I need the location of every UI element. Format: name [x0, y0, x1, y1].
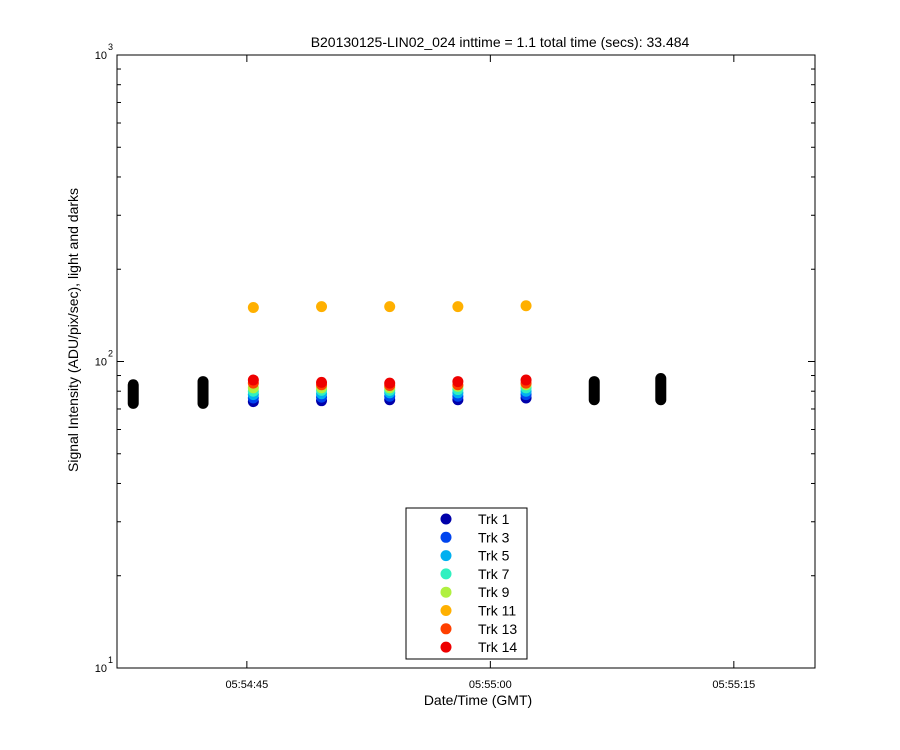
data-point: [520, 300, 532, 312]
legend-marker: [440, 586, 452, 598]
y-tick-exponent: 2: [108, 349, 113, 359]
axis-ticks: [117, 55, 815, 669]
x-tick-label: 05:55:15: [712, 679, 755, 691]
legend: Trk 1 Trk 3 Trk 5 Trk 7 Trk 9 Trk 11 Trk 13 Trk…: [405, 507, 528, 660]
y-tick-label: 10: [95, 357, 107, 369]
legend-marker: [440, 531, 452, 543]
legend-marker: [440, 568, 452, 580]
legend-label: Trk 14: [478, 639, 517, 655]
y-axis-label: Signal Intensity (ADU/pix/sec), light an…: [65, 188, 81, 472]
data-point: [452, 376, 464, 388]
data-point: [316, 301, 328, 313]
data-points: [247, 300, 532, 408]
x-axis-label: Date/Time (GMT): [424, 692, 532, 708]
dark-frames: [127, 373, 667, 409]
legend-marker: [440, 550, 452, 562]
data-point: [384, 301, 396, 313]
data-point: [247, 302, 259, 314]
chart-title: B20130125-LIN02_024 inttime = 1.1 total …: [311, 34, 690, 50]
legend-box: [405, 507, 528, 660]
legend-label: Trk 11: [478, 603, 516, 619]
x-tick-label: 05:54:45: [225, 679, 268, 691]
y-tick-exponent: 1: [108, 655, 113, 665]
legend-marker: [440, 623, 452, 635]
legend-marker: [440, 641, 452, 653]
legend-label: Trk 9: [478, 584, 510, 600]
x-tick-label: 05:55:00: [469, 679, 512, 691]
legend-marker: [440, 605, 452, 616]
data-point: [316, 376, 328, 388]
legend-label: Trk 1: [478, 511, 510, 527]
y-tick-label: 10: [95, 663, 107, 675]
legend-label: Trk 13: [478, 621, 517, 637]
x-tick-labels: 05:54:45 05:55:00 05:55:15: [225, 679, 755, 691]
y-tick-label: 10: [95, 50, 107, 62]
data-point: [520, 374, 532, 386]
legend-marker: [440, 513, 452, 525]
data-point: [384, 377, 396, 389]
legend-label: Trk 7: [478, 566, 510, 582]
data-point: [247, 374, 259, 386]
legend-label: Trk 5: [478, 548, 510, 564]
legend-label: Trk 3: [478, 529, 510, 545]
y-tick-exponent: 3: [108, 42, 113, 52]
data-point: [452, 301, 464, 313]
